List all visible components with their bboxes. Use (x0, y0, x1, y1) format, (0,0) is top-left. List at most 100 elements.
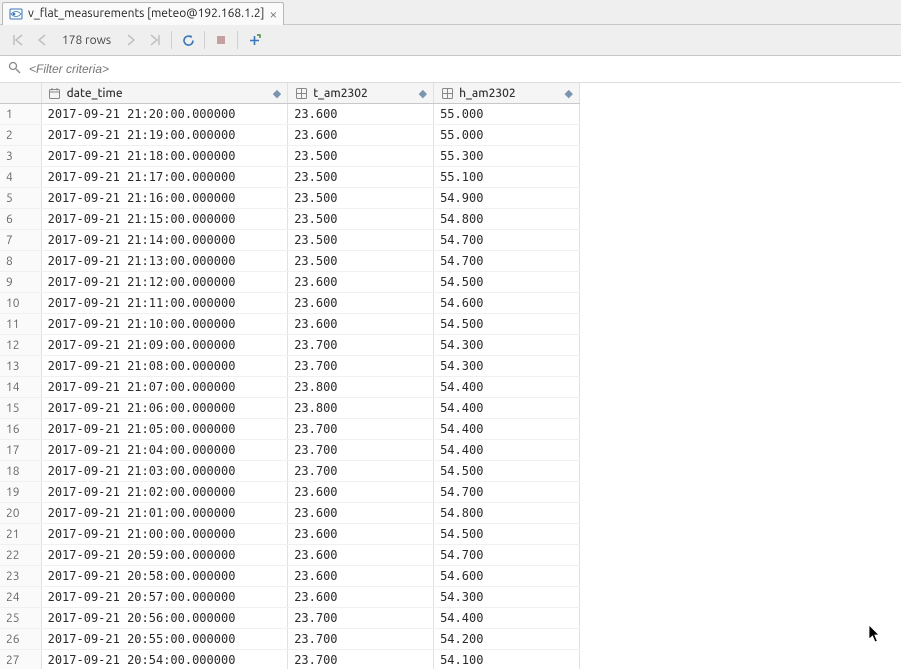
column-header-t-am2302[interactable]: t_am2302 ◆ (288, 83, 434, 104)
table-row[interactable]: 212017-09-21 21:00:00.00000023.60054.500 (0, 524, 580, 545)
table-row[interactable]: 232017-09-21 20:58:00.00000023.60054.600 (0, 566, 580, 587)
cell-h-am2302[interactable]: 54.400 (434, 398, 580, 419)
cell-date-time[interactable]: 2017-09-21 20:58:00.000000 (41, 566, 288, 587)
cell-date-time[interactable]: 2017-09-21 20:55:00.000000 (41, 629, 288, 650)
cell-t-am2302[interactable]: 23.600 (288, 293, 434, 314)
cell-date-time[interactable]: 2017-09-21 21:09:00.000000 (41, 335, 288, 356)
cell-date-time[interactable]: 2017-09-21 21:20:00.000000 (41, 104, 288, 125)
cell-t-am2302[interactable]: 23.600 (288, 503, 434, 524)
cell-h-am2302[interactable]: 54.200 (434, 629, 580, 650)
table-row[interactable]: 22017-09-21 21:19:00.00000023.60055.000 (0, 125, 580, 146)
table-row[interactable]: 182017-09-21 21:03:00.00000023.70054.500 (0, 461, 580, 482)
cell-t-am2302[interactable]: 23.700 (288, 650, 434, 669)
cell-h-am2302[interactable]: 54.800 (434, 503, 580, 524)
table-row[interactable]: 142017-09-21 21:07:00.00000023.80054.400 (0, 377, 580, 398)
table-row[interactable]: 52017-09-21 21:16:00.00000023.50054.900 (0, 188, 580, 209)
cell-h-am2302[interactable]: 55.000 (434, 125, 580, 146)
filter-input[interactable] (27, 61, 893, 77)
cell-t-am2302[interactable]: 23.700 (288, 440, 434, 461)
cell-t-am2302[interactable]: 23.500 (288, 251, 434, 272)
cell-date-time[interactable]: 2017-09-21 21:16:00.000000 (41, 188, 288, 209)
table-row[interactable]: 12017-09-21 21:20:00.00000023.60055.000 (0, 104, 580, 125)
table-row[interactable]: 152017-09-21 21:06:00.00000023.80054.400 (0, 398, 580, 419)
reload-button[interactable] (176, 28, 200, 52)
cell-h-am2302[interactable]: 54.600 (434, 293, 580, 314)
tab-v-flat-measurements[interactable]: v_flat_measurements [meteo@192.168.1.2] … (2, 2, 284, 25)
cell-date-time[interactable]: 2017-09-21 21:10:00.000000 (41, 314, 288, 335)
cell-date-time[interactable]: 2017-09-21 21:05:00.000000 (41, 419, 288, 440)
cell-h-am2302[interactable]: 55.000 (434, 104, 580, 125)
cell-h-am2302[interactable]: 54.700 (434, 482, 580, 503)
cell-date-time[interactable]: 2017-09-21 21:14:00.000000 (41, 230, 288, 251)
table-row[interactable]: 192017-09-21 21:02:00.00000023.60054.700 (0, 482, 580, 503)
cell-date-time[interactable]: 2017-09-21 21:04:00.000000 (41, 440, 288, 461)
cell-date-time[interactable]: 2017-09-21 20:57:00.000000 (41, 587, 288, 608)
cell-h-am2302[interactable]: 55.100 (434, 167, 580, 188)
cell-h-am2302[interactable]: 54.700 (434, 545, 580, 566)
cell-date-time[interactable]: 2017-09-21 20:59:00.000000 (41, 545, 288, 566)
table-row[interactable]: 132017-09-21 21:08:00.00000023.70054.300 (0, 356, 580, 377)
cell-h-am2302[interactable]: 54.300 (434, 587, 580, 608)
cell-date-time[interactable]: 2017-09-21 21:02:00.000000 (41, 482, 288, 503)
cell-t-am2302[interactable]: 23.700 (288, 608, 434, 629)
cell-h-am2302[interactable]: 54.900 (434, 188, 580, 209)
cell-h-am2302[interactable]: 54.500 (434, 272, 580, 293)
table-row[interactable]: 272017-09-21 20:54:00.00000023.70054.100 (0, 650, 580, 669)
first-page-button[interactable] (6, 28, 30, 52)
cell-h-am2302[interactable]: 54.700 (434, 230, 580, 251)
table-row[interactable]: 112017-09-21 21:10:00.00000023.60054.500 (0, 314, 580, 335)
cell-t-am2302[interactable]: 23.500 (288, 188, 434, 209)
cell-date-time[interactable]: 2017-09-21 21:06:00.000000 (41, 398, 288, 419)
cell-h-am2302[interactable]: 54.100 (434, 650, 580, 669)
cell-h-am2302[interactable]: 54.400 (434, 440, 580, 461)
prev-page-button[interactable] (30, 28, 54, 52)
cell-date-time[interactable]: 2017-09-21 21:19:00.000000 (41, 125, 288, 146)
table-row[interactable]: 172017-09-21 21:04:00.00000023.70054.400 (0, 440, 580, 461)
cell-t-am2302[interactable]: 23.700 (288, 335, 434, 356)
cell-date-time[interactable]: 2017-09-21 21:18:00.000000 (41, 146, 288, 167)
cell-h-am2302[interactable]: 54.500 (434, 524, 580, 545)
cell-date-time[interactable]: 2017-09-21 21:15:00.000000 (41, 209, 288, 230)
cell-date-time[interactable]: 2017-09-21 21:03:00.000000 (41, 461, 288, 482)
table-row[interactable]: 122017-09-21 21:09:00.00000023.70054.300 (0, 335, 580, 356)
table-row[interactable]: 162017-09-21 21:05:00.00000023.70054.400 (0, 419, 580, 440)
cell-t-am2302[interactable]: 23.600 (288, 587, 434, 608)
stop-button[interactable] (209, 28, 233, 52)
cell-h-am2302[interactable]: 54.400 (434, 419, 580, 440)
add-row-button[interactable] (242, 28, 266, 52)
cell-h-am2302[interactable]: 54.300 (434, 356, 580, 377)
cell-date-time[interactable]: 2017-09-21 20:54:00.000000 (41, 650, 288, 669)
last-page-button[interactable] (143, 28, 167, 52)
cell-h-am2302[interactable]: 54.300 (434, 335, 580, 356)
cell-t-am2302[interactable]: 23.500 (288, 209, 434, 230)
cell-t-am2302[interactable]: 23.500 (288, 230, 434, 251)
cell-h-am2302[interactable]: 54.400 (434, 377, 580, 398)
table-row[interactable]: 62017-09-21 21:15:00.00000023.50054.800 (0, 209, 580, 230)
cell-h-am2302[interactable]: 54.400 (434, 608, 580, 629)
table-row[interactable]: 42017-09-21 21:17:00.00000023.50055.100 (0, 167, 580, 188)
cell-t-am2302[interactable]: 23.700 (288, 356, 434, 377)
column-header-date-time[interactable]: date_time ◆ (41, 83, 288, 104)
close-icon[interactable]: × (269, 8, 277, 20)
cell-h-am2302[interactable]: 54.500 (434, 461, 580, 482)
cell-h-am2302[interactable]: 54.600 (434, 566, 580, 587)
column-header-h-am2302[interactable]: h_am2302 ◆ (434, 83, 580, 104)
table-row[interactable]: 72017-09-21 21:14:00.00000023.50054.700 (0, 230, 580, 251)
cell-date-time[interactable]: 2017-09-21 21:00:00.000000 (41, 524, 288, 545)
cell-date-time[interactable]: 2017-09-21 21:07:00.000000 (41, 377, 288, 398)
cell-t-am2302[interactable]: 23.600 (288, 566, 434, 587)
cell-t-am2302[interactable]: 23.600 (288, 272, 434, 293)
next-page-button[interactable] (119, 28, 143, 52)
cell-date-time[interactable]: 2017-09-21 20:56:00.000000 (41, 608, 288, 629)
cell-t-am2302[interactable]: 23.600 (288, 482, 434, 503)
table-row[interactable]: 262017-09-21 20:55:00.00000023.70054.200 (0, 629, 580, 650)
table-row[interactable]: 32017-09-21 21:18:00.00000023.50055.300 (0, 146, 580, 167)
cell-t-am2302[interactable]: 23.800 (288, 398, 434, 419)
cell-date-time[interactable]: 2017-09-21 21:01:00.000000 (41, 503, 288, 524)
table-row[interactable]: 82017-09-21 21:13:00.00000023.50054.700 (0, 251, 580, 272)
cell-t-am2302[interactable]: 23.600 (288, 545, 434, 566)
table-row[interactable]: 242017-09-21 20:57:00.00000023.60054.300 (0, 587, 580, 608)
cell-t-am2302[interactable]: 23.600 (288, 524, 434, 545)
cell-t-am2302[interactable]: 23.500 (288, 167, 434, 188)
table-row[interactable]: 92017-09-21 21:12:00.00000023.60054.500 (0, 272, 580, 293)
